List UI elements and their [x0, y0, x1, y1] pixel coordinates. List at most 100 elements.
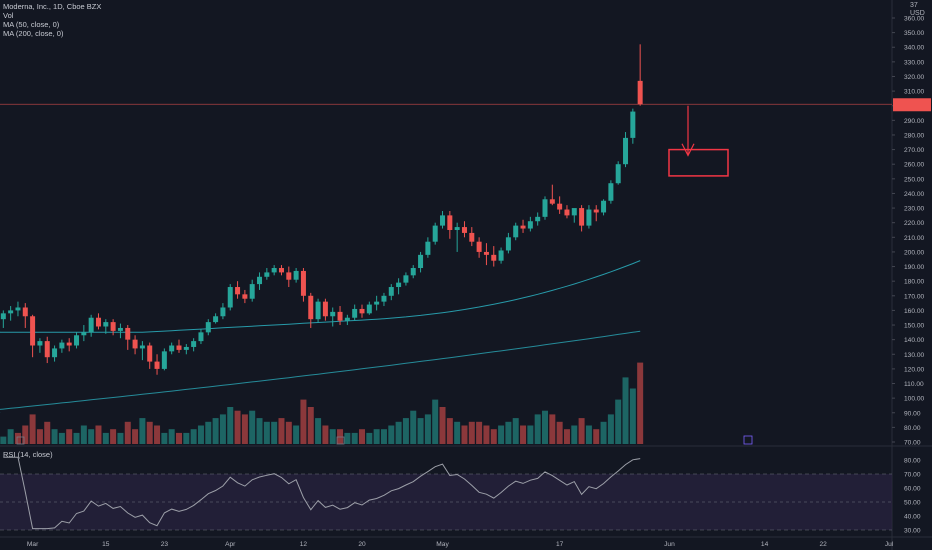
- legend-rsi[interactable]: RSI (14, close): [3, 450, 53, 459]
- volume-bar: [315, 418, 322, 444]
- candle-body: [630, 111, 636, 138]
- price-tick-label: 320.00: [904, 74, 925, 81]
- legend-ma200[interactable]: MA (200, close, 0): [3, 29, 64, 38]
- volume-bar: [154, 425, 161, 444]
- candle-body: [315, 301, 321, 320]
- candle-body: [396, 282, 402, 288]
- volume-bar: [271, 421, 278, 444]
- currency-label[interactable]: USD: [910, 10, 925, 17]
- candle-body: [15, 307, 21, 311]
- price-tick-label: 180.00: [904, 279, 925, 286]
- candle-body: [286, 272, 292, 280]
- candle-body: [344, 317, 350, 321]
- price-tick-label: 250.00: [904, 176, 925, 183]
- candle-body: [132, 339, 138, 349]
- time-tick-label: 12: [300, 541, 308, 548]
- candle-body: [154, 361, 160, 369]
- volume-bar: [534, 414, 541, 444]
- ma200-line: [0, 330, 641, 413]
- candle-body: [161, 351, 167, 369]
- candle-body: [22, 307, 28, 317]
- candle-body: [432, 225, 438, 242]
- volume-bar: [66, 429, 73, 444]
- price-tick-label: 340.00: [904, 45, 925, 52]
- volume-bar: [234, 410, 241, 444]
- volume-bar: [132, 429, 139, 444]
- candle-body: [593, 209, 599, 213]
- volume-bar: [58, 432, 65, 444]
- candle-body: [615, 164, 621, 184]
- candle-body: [491, 254, 497, 261]
- price-tick-label: 100.00: [904, 396, 925, 403]
- rsi-line: [3, 456, 641, 530]
- volume-bar: [219, 414, 226, 444]
- volume-bar: [439, 407, 446, 444]
- price-tick-label: 160.00: [904, 308, 925, 315]
- symbol-title[interactable]: Moderna, Inc., 1D, Cboe BZX: [3, 2, 102, 11]
- candle-body: [513, 225, 519, 238]
- volume-bar: [395, 421, 402, 444]
- candle-body: [278, 268, 284, 273]
- price-tick-label: 70.00: [904, 440, 921, 447]
- candle-body: [125, 327, 131, 340]
- price-tick-label: 310.00: [904, 89, 925, 96]
- price-tick-label: 350.00: [904, 30, 925, 37]
- volume-bar: [520, 425, 527, 444]
- volume-bar: [241, 414, 248, 444]
- candle-body: [337, 311, 343, 321]
- candle-body: [44, 341, 50, 358]
- candle-body: [498, 250, 504, 261]
- volume-bar: [527, 425, 534, 444]
- candle-body: [227, 287, 233, 308]
- volume-bar: [322, 425, 329, 444]
- price-scale-unit: 37 USD: [910, 2, 925, 18]
- candle-body: [469, 232, 475, 242]
- volume-bar: [446, 418, 453, 444]
- ma50-line: [0, 260, 641, 333]
- candle-body: [579, 208, 585, 226]
- candle-body: [8, 310, 14, 314]
- price-tick-label: 240.00: [904, 191, 925, 198]
- volume-bar: [307, 407, 314, 444]
- candle-body: [366, 304, 372, 314]
- annotation-arrow-head: [681, 143, 695, 157]
- volume-bar: [637, 362, 644, 444]
- volume-bar: [285, 421, 292, 444]
- candle-body: [169, 345, 175, 352]
- volume-bar: [146, 421, 153, 444]
- time-tick-label: 17: [556, 541, 564, 548]
- price-tick-label: 260.00: [904, 162, 925, 169]
- candle-body: [103, 322, 109, 327]
- volume-bar: [373, 429, 380, 444]
- volume-bar: [168, 429, 175, 444]
- candle-body: [535, 216, 541, 222]
- volume-bar: [424, 414, 431, 444]
- time-tick-label: 14: [761, 541, 769, 548]
- volume-bar: [585, 425, 592, 444]
- legend-ma50[interactable]: MA (50, close, 0): [3, 20, 60, 29]
- legend-volume[interactable]: Vol: [3, 11, 14, 20]
- candle-body: [447, 215, 453, 230]
- volume-bar: [607, 414, 614, 444]
- candle-body: [505, 237, 511, 251]
- volume-bar: [183, 432, 190, 444]
- volume-bar: [212, 418, 219, 444]
- price-tick-label: 230.00: [904, 206, 925, 213]
- candle-body: [359, 308, 365, 314]
- candle-body: [410, 268, 416, 276]
- candle-body: [271, 268, 277, 273]
- candle-body: [418, 254, 424, 269]
- candle-body: [139, 345, 145, 349]
- volume-bar: [468, 421, 475, 444]
- price-tick-label: 150.00: [904, 323, 925, 330]
- candle-body: [571, 208, 577, 216]
- volume-bar: [556, 421, 563, 444]
- volume-bar: [344, 432, 351, 444]
- candle-body: [191, 341, 197, 347]
- annotation-target-box: [668, 148, 729, 177]
- volume-bar: [102, 432, 109, 444]
- candle-body: [352, 308, 358, 318]
- candle-body: [213, 316, 219, 323]
- volume-bar: [51, 429, 58, 444]
